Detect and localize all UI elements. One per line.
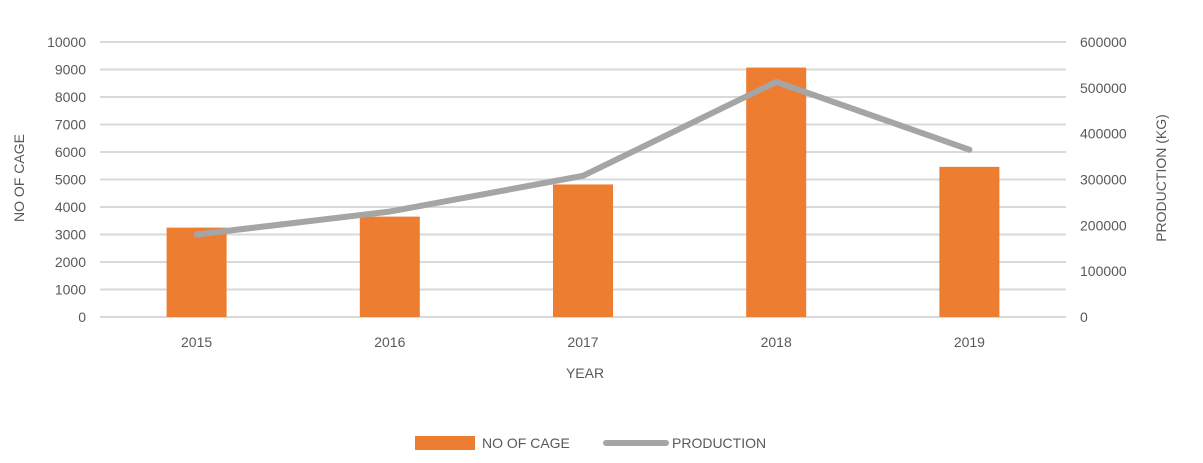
y-tick-label: 4000 <box>55 199 86 215</box>
y2-axis-title: PRODUCTION (KG) <box>1153 114 1169 242</box>
bar-series <box>166 67 1000 317</box>
x-tick-label: 2018 <box>761 334 792 350</box>
bar-2015 <box>166 227 227 317</box>
bar-2017 <box>553 184 613 317</box>
y-tick-label: 3000 <box>55 227 86 243</box>
y2-tick-label: 300000 <box>1080 172 1127 188</box>
y2-tick-label: 600000 <box>1080 34 1127 50</box>
y-tick-label: 1000 <box>55 282 86 298</box>
legend-label-production: PRODUCTION <box>672 435 766 451</box>
x-tick-label: 2015 <box>181 334 212 350</box>
y-tick-label: 6000 <box>55 144 86 160</box>
y2-tick-label: 200000 <box>1080 217 1127 233</box>
x-tick-label: 2016 <box>374 334 405 350</box>
y-tick-label: 9000 <box>55 62 86 78</box>
y-tick-label: 7000 <box>55 117 86 133</box>
y-tick-label: 8000 <box>55 89 86 105</box>
x-tick-label: 2017 <box>567 334 598 350</box>
left-axis-ticks: 0 1000 2000 3000 4000 5000 6000 7000 8000 9000 100… <box>47 34 86 325</box>
y-tick-label: 2000 <box>55 254 86 270</box>
bar-2016 <box>359 216 420 317</box>
bar-2018 <box>746 67 807 317</box>
y-tick-label: 0 <box>78 309 86 325</box>
x-axis-ticks: 2015 2016 2017 2018 2019 <box>181 334 985 350</box>
legend-swatch-no-of-cage <box>415 436 475 450</box>
y2-tick-label: 500000 <box>1080 80 1127 96</box>
line-series <box>193 78 973 238</box>
y-tick-label: 5000 <box>55 172 86 188</box>
y-tick-label: 10000 <box>47 34 86 50</box>
x-tick-label: 2019 <box>954 334 985 350</box>
x-axis-title: YEAR <box>566 365 604 381</box>
y2-tick-label: 400000 <box>1080 126 1127 142</box>
legend-label-no-of-cage: NO OF CAGE <box>482 435 570 451</box>
y2-tick-label: 100000 <box>1080 263 1127 279</box>
y-axis-title: NO OF CAGE <box>11 134 27 222</box>
right-axis-ticks: 0 100000 200000 300000 400000 500000 600000 <box>1080 34 1127 325</box>
bar-2019 <box>939 166 1000 317</box>
y2-tick-label: 0 <box>1080 309 1088 325</box>
legend: NO OF CAGE PRODUCTION <box>415 435 766 451</box>
